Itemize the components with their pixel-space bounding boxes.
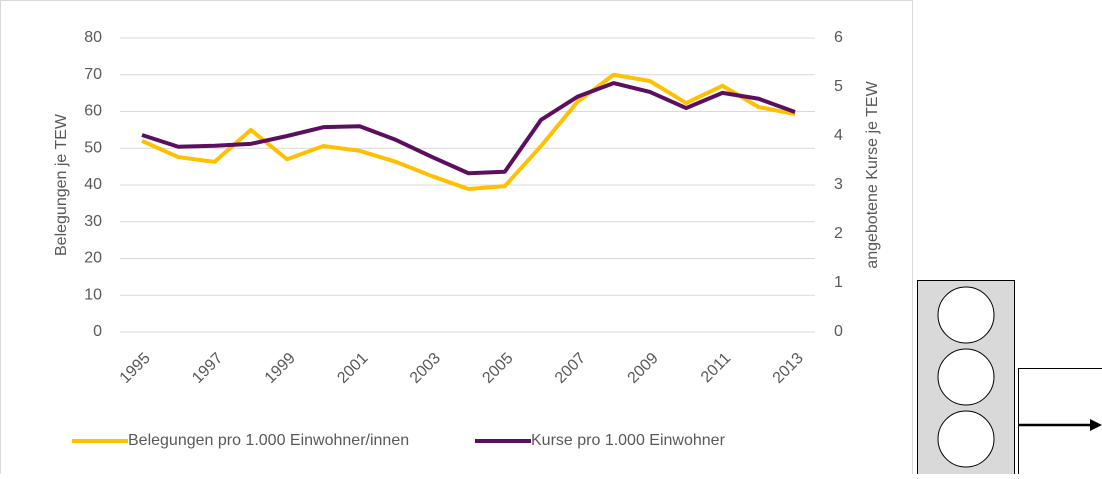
y-tick-label: 60 — [84, 103, 102, 120]
legend-label: Belegungen pro 1.000 Einwohner/innen — [128, 432, 409, 449]
y-axis-label: Belegungen je TEW — [53, 113, 70, 256]
y-tick-label: 10 — [84, 286, 102, 303]
chart-border — [1, 1, 913, 475]
y2-tick-label: 2 — [834, 225, 843, 242]
y-tick-label: 20 — [84, 250, 102, 267]
lamp — [938, 287, 994, 343]
y2-tick-label: 3 — [834, 176, 843, 193]
traffic-light — [918, 281, 1015, 475]
y-tick-label: 70 — [84, 66, 102, 83]
y2-axis-label: angebotene Kurse je TEW — [864, 80, 881, 268]
y2-tick-label: 5 — [834, 78, 843, 95]
y-tick-label: 80 — [84, 29, 102, 46]
y2-tick-label: 1 — [834, 274, 843, 291]
y-tick-label: 50 — [84, 139, 102, 156]
y-tick-label: 40 — [84, 176, 102, 193]
y2-tick-label: 6 — [834, 29, 843, 46]
side-box — [1019, 369, 1102, 475]
y2-tick-label: 4 — [834, 127, 843, 144]
lamp — [938, 349, 994, 405]
y2-tick-label: 0 — [834, 323, 843, 340]
y-tick-label: 0 — [93, 323, 102, 340]
legend-label: Kurse pro 1.000 Einwohner — [531, 432, 726, 449]
y-tick-label: 30 — [84, 213, 102, 230]
lamp — [938, 411, 994, 467]
